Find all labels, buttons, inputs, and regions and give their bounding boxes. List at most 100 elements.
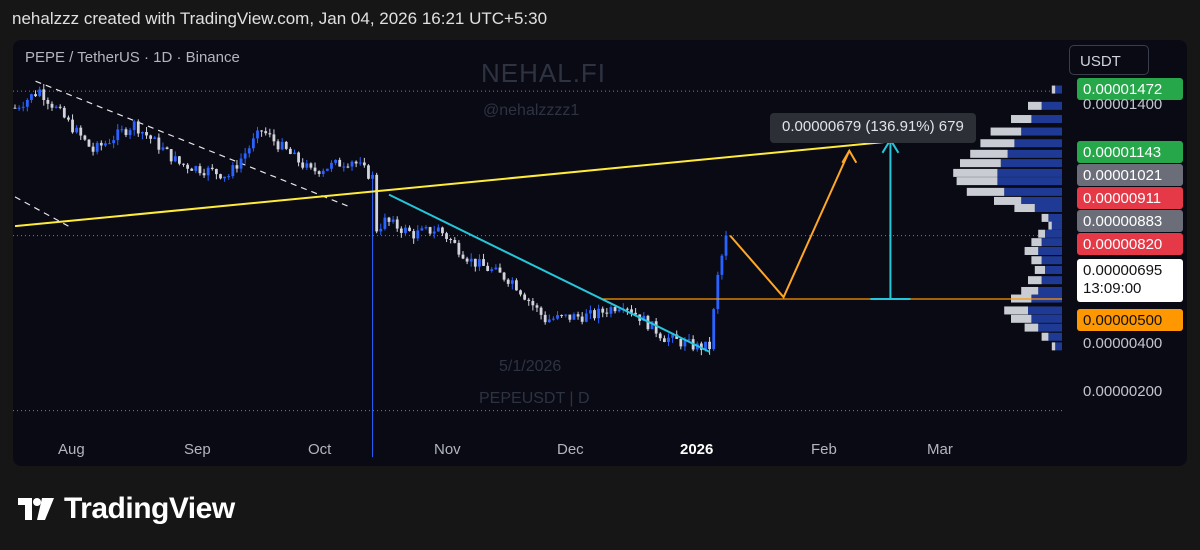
candle-body-95 [404,227,407,233]
candle-body-31 [141,131,144,134]
candle-body-42 [186,164,190,169]
candle-body-86 [367,165,370,179]
candle-body-58 [251,138,255,149]
candle-body-88 [375,174,379,232]
candle-body-153 [642,315,646,321]
candle-body-12 [62,107,66,118]
candle-body-115 [486,265,490,271]
candle-body-100 [424,227,428,229]
profile-down-14 [1038,229,1045,238]
candle-body-106 [449,239,453,241]
candle-body-79 [338,159,342,167]
candle-body-108 [457,242,461,255]
candle-body-133 [560,315,564,317]
candle-body-9 [50,103,54,108]
profile-up-16 [1038,246,1062,255]
candle-body-38 [169,149,173,162]
candle-body-5 [34,94,37,97]
profile-down-1 [1028,101,1042,110]
profile-up-11 [1034,204,1062,213]
candle-body-55 [239,158,243,169]
candle-body-14 [71,119,74,133]
candle-body-172 [720,255,724,275]
candle-body-11 [58,106,62,108]
price-tag-08830: 0.00000883 [1077,210,1183,232]
candle-body-143 [601,308,605,313]
candle-body-91 [387,217,391,222]
cyan-downtrend-line [388,193,711,353]
candle-body-65 [280,141,284,150]
candle-body-80 [342,166,346,168]
profile-down-0 [1051,85,1056,94]
profile-up-14 [1045,229,1062,238]
profile-down-25 [1041,332,1049,341]
volume-profile [953,85,1062,351]
profile-up-4 [1014,139,1062,148]
drawings-layer [14,137,1062,353]
symbol-title[interactable]: PEPE / TetherUS · 1D · Binance [25,49,240,66]
profile-down-3 [990,127,1022,136]
chart-panel[interactable]: PEPE / TetherUS · 1D · Binance NEHAL.FI … [13,40,1187,466]
profile-down-22 [1004,306,1028,315]
candle-body-131 [552,318,555,320]
profile-up-9 [1004,187,1062,196]
candle-body-8 [46,99,50,104]
candle-body-93 [395,219,399,229]
profile-up-8 [997,177,1062,186]
candle-body-85 [362,162,366,166]
profile-down-15 [1031,238,1042,247]
candle-body-146 [613,307,617,312]
price-tick-04000: 0.00000400 [1083,335,1163,352]
profile-down-11 [1014,204,1035,213]
candle-body-4 [30,94,33,100]
candle-body-118 [498,267,502,273]
candle-body-15 [75,127,79,133]
candle-body-97 [412,231,416,239]
tradingview-logo-icon [18,498,54,520]
candle-body-3 [25,99,29,107]
candle-body-74 [317,171,321,174]
profile-up-24 [1038,323,1062,332]
candle-body-132 [556,315,559,319]
candle-body-29 [132,121,136,131]
candle-body-49 [214,169,218,175]
profile-down-8 [956,177,998,186]
candle-body-48 [210,167,214,170]
candle-body-13 [67,117,70,120]
candle-body-142 [597,308,601,319]
price-tick-14000: 0.00001400 [1083,96,1163,113]
measure-label[interactable]: 0.00000679 (136.91%) 679 [770,113,976,143]
candle-body-170 [712,309,716,350]
candle-body-22 [104,143,107,146]
current-price: 0.00000695 [1083,262,1163,279]
price-tag-11430: 0.00001143 [1077,141,1183,163]
candle-body-89 [379,228,383,232]
chart-canvas[interactable] [13,40,1187,466]
candle-body-40 [178,156,181,164]
candle-body-16 [79,127,83,136]
candle-body-10 [54,106,58,108]
profile-down-18 [1034,265,1045,274]
profile-up-25 [1048,332,1062,341]
candle-body-124 [523,294,527,300]
candle-body-156 [654,321,658,334]
candle-body-30 [136,121,140,134]
candle-body-19 [91,146,95,152]
currency-selector[interactable]: USDT [1069,45,1149,75]
time-axis-aug: Aug [58,441,85,458]
candle-body-70 [301,162,305,168]
candle-body-78 [334,159,337,163]
tradingview-logo[interactable]: TradingView [16,492,235,526]
candle-body-164 [687,339,691,341]
candle-body-139 [584,313,588,322]
time-axis-oct: Oct [308,441,332,458]
candle-body-127 [535,305,539,308]
profile-up-12 [1048,213,1062,222]
candle-body-134 [564,314,568,316]
candle-body-116 [490,269,494,271]
candle-body-157 [658,333,662,339]
candle-body-113 [478,259,481,267]
candle-body-35 [157,137,161,150]
time-axis-nov: Nov [434,441,461,458]
candle-body-1 [17,107,21,109]
